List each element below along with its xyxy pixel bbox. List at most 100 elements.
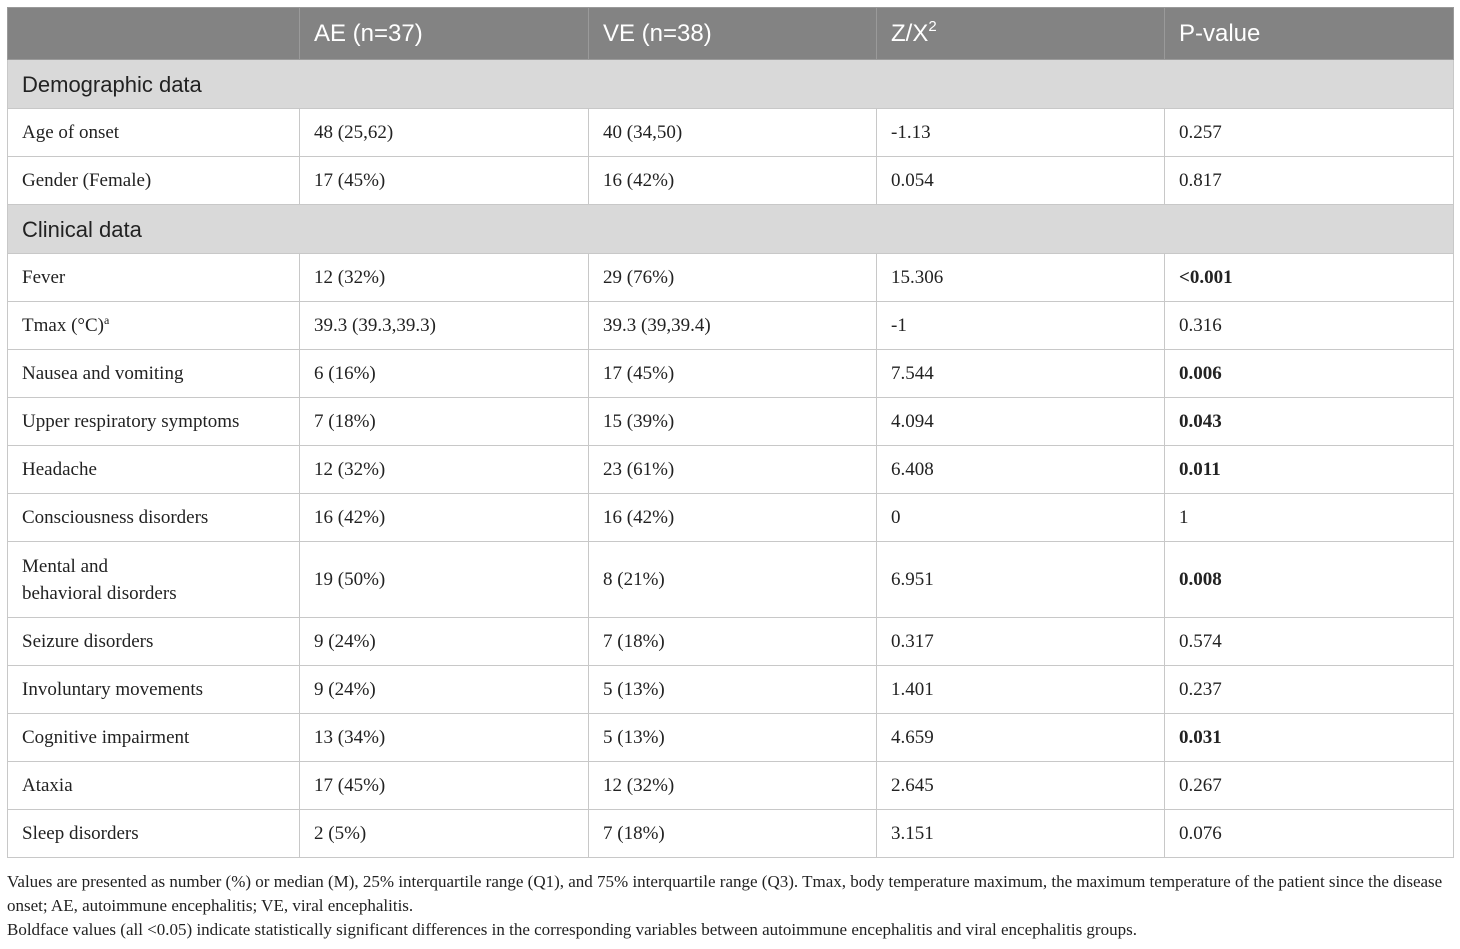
cell-ve: 16 (42%) [588, 493, 877, 542]
cell-statistic: 6.951 [876, 541, 1165, 618]
table-row: Gender (Female) 17 (45%) 16 (42%) 0.054 … [7, 156, 1454, 205]
table-row: Consciousness disorders 16 (42%) 16 (42%… [7, 493, 1454, 542]
row-label: Gender (Female) [7, 156, 300, 205]
cell-p-value: 0.011 [1164, 445, 1454, 494]
cell-ae: 12 (32%) [299, 253, 589, 302]
cell-p-value: 0.031 [1164, 713, 1454, 762]
cell-ve: 5 (13%) [588, 713, 877, 762]
cell-p-value: 0.267 [1164, 761, 1454, 810]
cell-ae: 16 (42%) [299, 493, 589, 542]
cell-p-value: 0.008 [1164, 541, 1454, 618]
row-label: Seizure disorders [7, 617, 300, 666]
cell-ae: 13 (34%) [299, 713, 589, 762]
row-label: Age of onset [7, 108, 300, 157]
header-statistic-superscript: 2 [928, 18, 937, 35]
header-ae: AE (n=37) [299, 7, 589, 60]
cell-p-value: 0.237 [1164, 665, 1454, 714]
cell-ve: 17 (45%) [588, 349, 877, 398]
cell-statistic: 3.151 [876, 809, 1165, 858]
cell-ve: 8 (21%) [588, 541, 877, 618]
header-variable [7, 7, 300, 60]
table-row: Cognitive impairment 13 (34%) 5 (13%) 4.… [7, 713, 1454, 762]
table-row: Upper respiratory symptoms 7 (18%) 15 (3… [7, 397, 1454, 446]
table-row: Mental and behavioral disorders 19 (50%) … [7, 541, 1454, 618]
cell-statistic: 0 [876, 493, 1165, 542]
header-statistic-label: Z/X [891, 20, 929, 47]
cell-p-value: <0.001 [1164, 253, 1454, 302]
cell-statistic: 0.054 [876, 156, 1165, 205]
cell-ae: 48 (25,62) [299, 108, 589, 157]
table-row: Age of onset 48 (25,62) 40 (34,50) -1.13… [7, 108, 1454, 157]
cell-p-value: 1 [1164, 493, 1454, 542]
cell-p-value: 0.574 [1164, 617, 1454, 666]
row-label: Mental and behavioral disorders [7, 541, 300, 618]
row-label-text: Tmax (°C) [22, 315, 104, 336]
table-footnotes: Values are presented as number (%) or me… [7, 870, 1453, 942]
table-row: Sleep disorders 2 (5%) 7 (18%) 3.151 0.0… [7, 809, 1454, 858]
row-label: Ataxia [7, 761, 300, 810]
cell-statistic: -1.13 [876, 108, 1165, 157]
results-table: AE (n=37) VE (n=38) Z/X2 P-value Demogra… [7, 7, 1454, 858]
row-label-line1: Mental and [22, 555, 109, 577]
footnote-marker: a [104, 313, 110, 327]
cell-p-value: 0.817 [1164, 156, 1454, 205]
cell-statistic: -1 [876, 301, 1165, 350]
row-label: Upper respiratory symptoms [7, 397, 300, 446]
header-statistic: Z/X2 [876, 7, 1165, 60]
footnote-values-description: Values are presented as number (%) or me… [7, 872, 1443, 915]
cell-ve: 12 (32%) [588, 761, 877, 810]
header-ve: VE (n=38) [588, 7, 877, 60]
cell-ve: 16 (42%) [588, 156, 877, 205]
row-label: Consciousness disorders [7, 493, 300, 542]
cell-statistic: 1.401 [876, 665, 1165, 714]
cell-statistic: 6.408 [876, 445, 1165, 494]
cell-statistic: 2.645 [876, 761, 1165, 810]
cell-p-value: 0.257 [1164, 108, 1454, 157]
cell-ve: 40 (34,50) [588, 108, 877, 157]
table-header-row: AE (n=37) VE (n=38) Z/X2 P-value [7, 7, 1454, 60]
table-row: Involuntary movements 9 (24%) 5 (13%) 1.… [7, 665, 1454, 714]
row-label: Sleep disorders [7, 809, 300, 858]
cell-ae: 2 (5%) [299, 809, 589, 858]
cell-ae: 9 (24%) [299, 617, 589, 666]
cell-ve: 7 (18%) [588, 809, 877, 858]
section-title: Demographic data [7, 59, 1454, 109]
cell-statistic: 4.094 [876, 397, 1165, 446]
cell-ve: 23 (61%) [588, 445, 877, 494]
table-row: Seizure disorders 9 (24%) 7 (18%) 0.317 … [7, 617, 1454, 666]
cell-ae: 17 (45%) [299, 761, 589, 810]
table-row: Nausea and vomiting 6 (16%) 17 (45%) 7.5… [7, 349, 1454, 398]
cell-p-value: 0.043 [1164, 397, 1454, 446]
cell-ae: 19 (50%) [299, 541, 589, 618]
cell-ae: 6 (16%) [299, 349, 589, 398]
cell-statistic: 0.317 [876, 617, 1165, 666]
cell-ve: 5 (13%) [588, 665, 877, 714]
cell-ve: 39.3 (39,39.4) [588, 301, 877, 350]
row-label: Headache [7, 445, 300, 494]
cell-ve: 29 (76%) [588, 253, 877, 302]
cell-ae: 12 (32%) [299, 445, 589, 494]
cell-statistic: 7.544 [876, 349, 1165, 398]
section-row-demographic: Demographic data [7, 59, 1454, 109]
section-row-clinical: Clinical data [7, 204, 1454, 254]
cell-statistic: 4.659 [876, 713, 1165, 762]
cell-p-value: 0.316 [1164, 301, 1454, 350]
cell-ae: 39.3 (39.3,39.3) [299, 301, 589, 350]
table-row: Ataxia 17 (45%) 12 (32%) 2.645 0.267 [7, 761, 1454, 810]
footnote-boldface-note: Boldface values (all <0.05) indicate sta… [7, 920, 1137, 939]
cell-ve: 15 (39%) [588, 397, 877, 446]
row-label: Tmax (°C)a [7, 301, 300, 350]
row-label: Fever [7, 253, 300, 302]
cell-ve: 7 (18%) [588, 617, 877, 666]
table-row: Fever 12 (32%) 29 (76%) 15.306 <0.001 [7, 253, 1454, 302]
row-label: Involuntary movements [7, 665, 300, 714]
cell-statistic: 15.306 [876, 253, 1165, 302]
row-label-line2: behavioral disorders [22, 582, 177, 604]
cell-p-value: 0.006 [1164, 349, 1454, 398]
table-row: Tmax (°C)a 39.3 (39.3,39.3) 39.3 (39,39.… [7, 301, 1454, 350]
cell-ae: 17 (45%) [299, 156, 589, 205]
section-title: Clinical data [7, 204, 1454, 254]
cell-ae: 7 (18%) [299, 397, 589, 446]
row-label: Cognitive impairment [7, 713, 300, 762]
table-row: Headache 12 (32%) 23 (61%) 6.408 0.011 [7, 445, 1454, 494]
